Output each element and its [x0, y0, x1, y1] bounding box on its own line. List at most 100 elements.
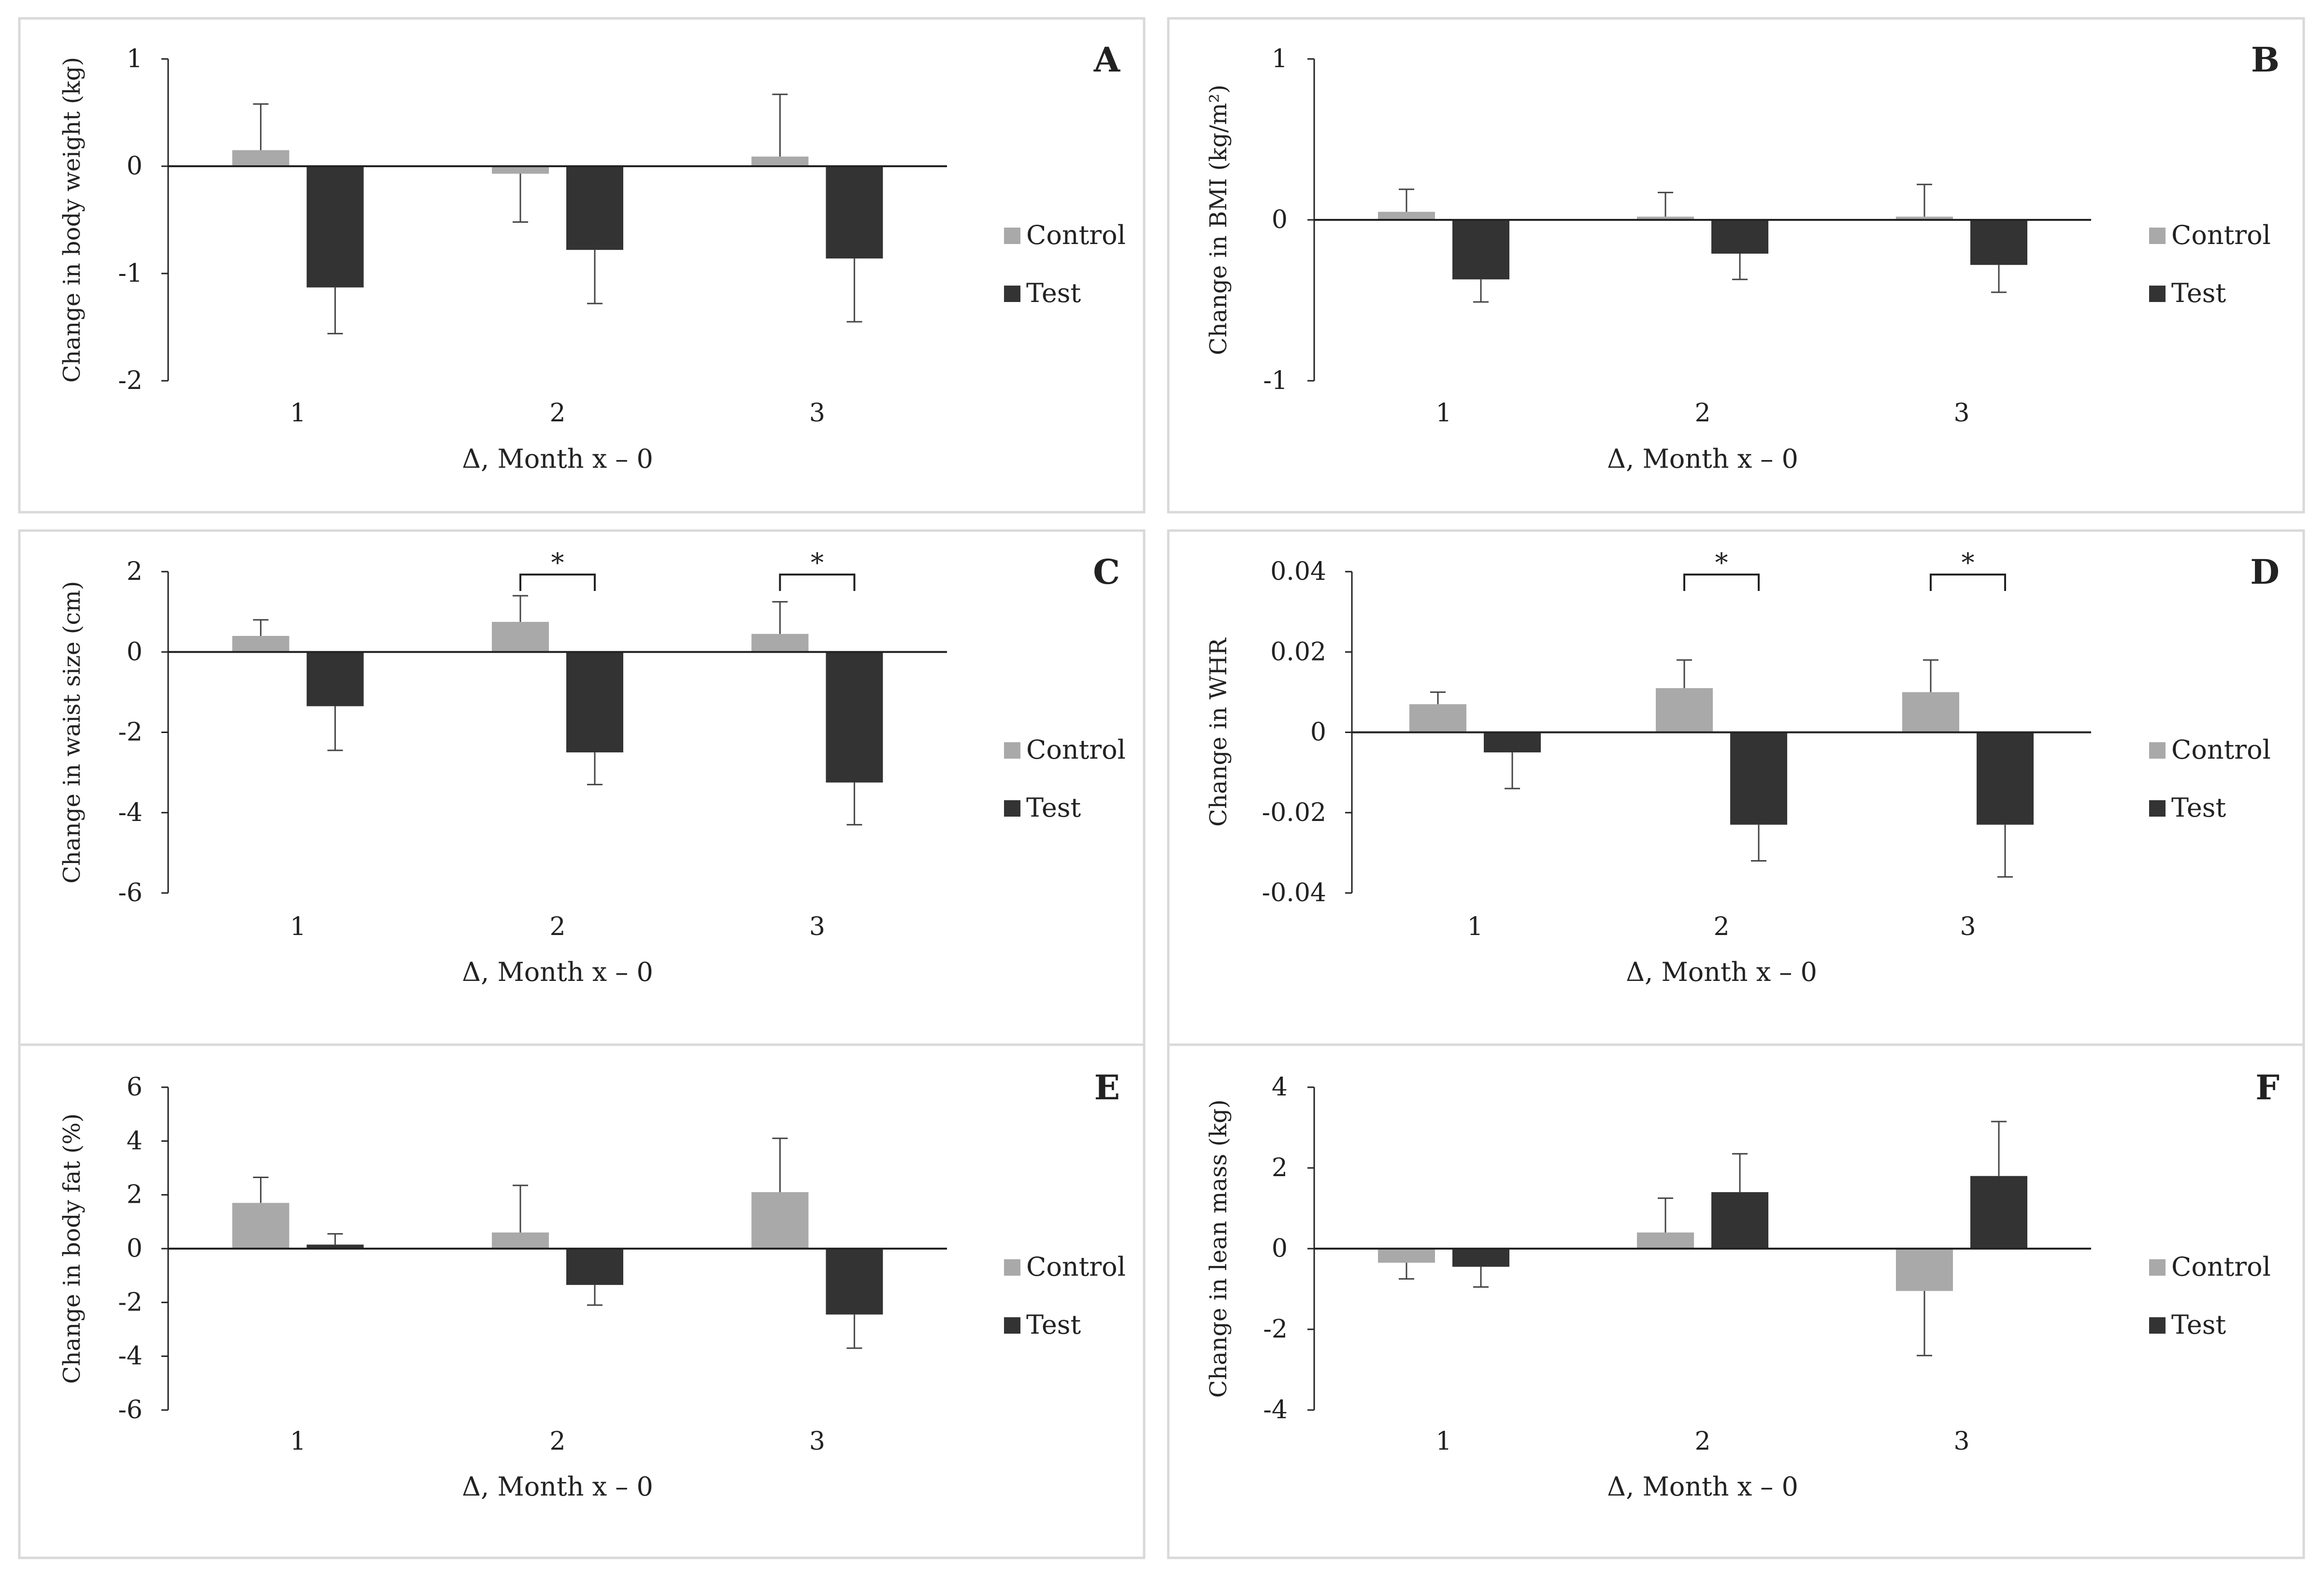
panel-c: 2 0 -2 -4 -6 Change in waist size (cm) 1 2 3 * * Δ,… — [18, 529, 1146, 1046]
test-bar — [306, 1244, 364, 1249]
control-bar — [492, 166, 549, 174]
panel-border — [18, 17, 1146, 514]
test-legend-swatch — [2149, 286, 2166, 302]
panel-d: 0.04 0.02 0 -0.02 -0.04 Change in WHR 1 2 3 * * Δ, … — [1167, 529, 2305, 1046]
y-tick-label: 4 — [127, 1126, 143, 1155]
x-tick-label: 1 — [1435, 1427, 1451, 1456]
y-tick-label: 0 — [127, 152, 143, 181]
y-axis-label: Change in WHR — [1205, 637, 1232, 826]
test-legend-swatch — [1004, 800, 1020, 817]
test-bar — [306, 166, 364, 288]
control-legend-swatch — [2149, 228, 2166, 244]
significance-star: * — [811, 547, 824, 578]
panel-letter: E — [1094, 1067, 1120, 1108]
legend-label: Control — [2171, 734, 2271, 765]
legend-label: Control — [1026, 1252, 1126, 1282]
x-tick-label: 2 — [1713, 912, 1729, 941]
panel-b: 1 0 -1 Change in BMI (kg/m²) 1 2 3 Δ, Month x –… — [1167, 17, 2305, 514]
control-legend-swatch — [2149, 1259, 2166, 1276]
y-tick-label: -6 — [118, 1396, 143, 1425]
y-tick-label: -1 — [1263, 366, 1288, 395]
test-bar — [826, 1249, 883, 1315]
x-axis-label: Δ, Month x – 0 — [1626, 957, 1817, 987]
y-tick-label: -2 — [118, 718, 143, 747]
x-axis-label: Δ, Month x – 0 — [1607, 1471, 1798, 1502]
test-bar — [306, 652, 364, 706]
test-bar — [1970, 1176, 2027, 1249]
legend-label: Test — [2171, 1310, 2226, 1340]
significance-bracket — [1930, 574, 2006, 591]
test-bar — [1711, 220, 1768, 254]
y-tick-label: 0 — [1272, 1234, 1288, 1263]
x-tick-label: 2 — [549, 1427, 565, 1456]
x-tick-label: 3 — [809, 1427, 825, 1456]
test-legend-swatch — [1004, 1317, 1020, 1334]
legend-label: Control — [1026, 734, 1126, 765]
significance-star: * — [1962, 547, 1975, 578]
test-bar — [566, 1249, 623, 1285]
control-bar — [1409, 704, 1466, 733]
y-tick-label: -4 — [1263, 1396, 1288, 1425]
y-tick-label: 0 — [1272, 205, 1288, 234]
control-bar — [751, 633, 809, 652]
y-tick-label: 2 — [127, 557, 143, 586]
test-bar — [1730, 732, 1787, 825]
panel-letter: F — [2255, 1067, 2280, 1108]
x-tick-label: 2 — [1694, 399, 1710, 428]
x-tick-label: 3 — [1953, 1427, 1969, 1456]
control-bar — [492, 621, 549, 652]
x-tick-label: 3 — [809, 912, 825, 941]
significance-bracket — [779, 574, 856, 591]
y-tick-label: -4 — [118, 1342, 143, 1371]
legend-label: Test — [1026, 792, 1081, 823]
test-bar — [1452, 1249, 1509, 1267]
legend-label: Test — [2171, 278, 2226, 308]
x-tick-label: 1 — [290, 1427, 306, 1456]
x-tick-label: 1 — [290, 399, 306, 428]
y-tick-label: 4 — [1272, 1073, 1288, 1102]
y-tick-label: 0.02 — [1270, 637, 1326, 666]
y-tick-label: -0.04 — [1262, 878, 1326, 907]
x-tick-label: 3 — [809, 399, 825, 428]
control-bar — [232, 1203, 289, 1249]
test-bar — [1452, 220, 1509, 280]
x-tick-label: 1 — [1435, 399, 1451, 428]
x-tick-label: 3 — [1953, 399, 1969, 428]
y-tick-label: 1 — [1272, 44, 1288, 73]
y-tick-label: 0 — [1310, 718, 1326, 747]
test-bar — [1977, 732, 2034, 825]
y-axis-label: Change in body fat (%) — [58, 1113, 86, 1384]
y-tick-label: -0.02 — [1262, 798, 1326, 827]
y-tick-label: 6 — [127, 1073, 143, 1102]
control-bar — [492, 1232, 549, 1249]
test-bar — [566, 652, 623, 753]
x-axis-label: Δ, Month x – 0 — [462, 444, 653, 474]
y-tick-label: -2 — [1263, 1315, 1288, 1344]
y-tick-label: 2 — [127, 1180, 143, 1209]
panel-a: 1 0 -1 -2 Change in body weight (kg) 1 2 3 Δ, Mo… — [18, 17, 1146, 514]
control-bar — [1656, 688, 1713, 733]
test-bar — [1484, 732, 1541, 753]
y-tick-label: -6 — [118, 878, 143, 907]
significance-star: * — [551, 547, 564, 578]
test-legend-swatch — [2149, 1317, 2166, 1334]
control-bar — [1896, 216, 1953, 220]
x-tick-label: 3 — [1960, 912, 1976, 941]
y-tick-label: 2 — [1272, 1153, 1288, 1182]
panel-letter: B — [2251, 40, 2280, 80]
control-bar — [1378, 1249, 1435, 1263]
panel-letter: A — [1093, 40, 1121, 80]
control-bar — [232, 636, 289, 652]
panel-border — [18, 1043, 1146, 1559]
legend-label: Control — [2171, 1252, 2271, 1282]
panel-letter: C — [1093, 552, 1120, 592]
x-axis-label: Δ, Month x – 0 — [462, 957, 653, 987]
y-tick-label: 0 — [127, 1234, 143, 1263]
x-axis-label: Δ, Month x – 0 — [1607, 444, 1798, 474]
test-legend-swatch — [2149, 800, 2166, 817]
y-axis-label: Change in body weight (kg) — [58, 57, 86, 383]
y-tick-label: 0.04 — [1270, 557, 1326, 586]
significance-bracket — [519, 574, 596, 591]
legend-label: Control — [2171, 220, 2271, 250]
